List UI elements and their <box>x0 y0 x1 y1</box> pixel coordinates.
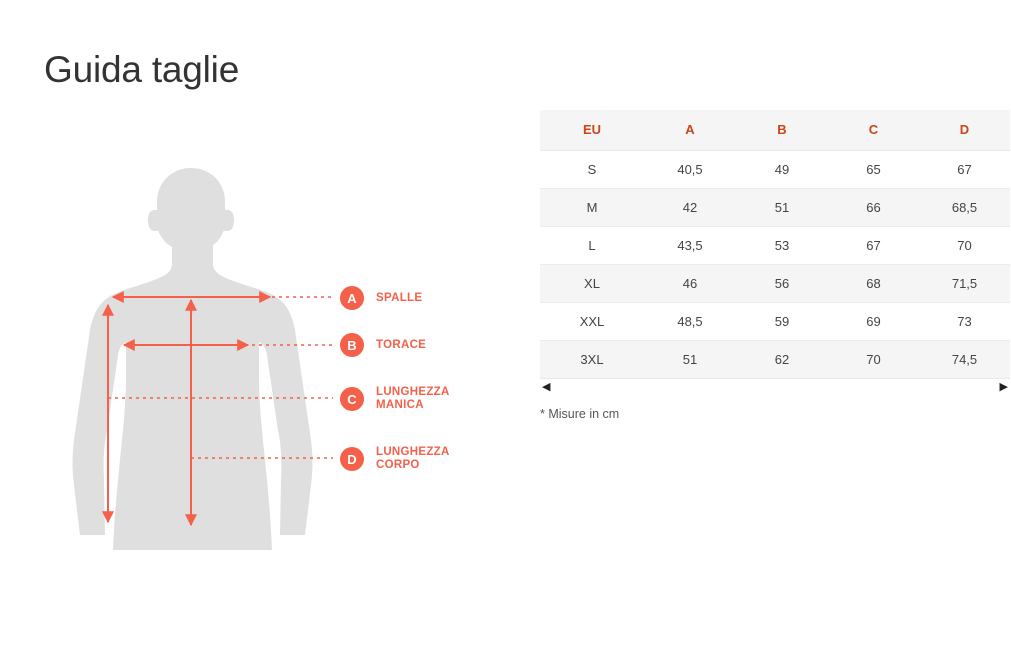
size-diagram: A SPALLE B TORACE C LUNGHEZZA MANICA D L… <box>0 140 520 570</box>
legend-item-c: C LUNGHEZZA MANICA <box>340 386 450 412</box>
cell-d: 70 <box>919 226 1010 265</box>
cell-size: XL <box>540 264 644 303</box>
legend-badge-d: D <box>340 447 364 471</box>
cell-size: L <box>540 226 644 265</box>
cell-a: 40,5 <box>644 150 736 189</box>
cell-size: S <box>540 150 644 189</box>
legend-item-d: D LUNGHEZZA CORPO <box>340 446 450 472</box>
cell-a: 48,5 <box>644 302 736 341</box>
legend-badge-b: B <box>340 333 364 357</box>
cell-size: XXL <box>540 302 644 341</box>
size-table-panel: EU A B C D S 40,5 49 65 67 M 42 51 66 68… <box>540 110 1010 398</box>
cell-c: 70 <box>828 340 919 378</box>
cell-d: 68,5 <box>919 188 1010 227</box>
ear-right-shape <box>224 210 234 231</box>
cell-d: 71,5 <box>919 264 1010 303</box>
body-silhouette-svg <box>72 168 333 550</box>
cell-c: 65 <box>828 150 919 189</box>
cell-d: 74,5 <box>919 340 1010 378</box>
cell-b: 59 <box>736 302 828 341</box>
table-row: XXL 48,5 59 69 73 <box>540 302 1010 341</box>
column-header-b: B <box>736 110 828 151</box>
legend-item-b: B TORACE <box>340 333 426 357</box>
cell-a: 46 <box>644 264 736 303</box>
cell-c: 67 <box>828 226 919 265</box>
cell-a: 51 <box>644 340 736 378</box>
table-row: S 40,5 49 65 67 <box>540 150 1010 189</box>
cell-b: 49 <box>736 150 828 189</box>
table-scroll-bar[interactable]: ◀ ▶ <box>540 378 1010 398</box>
page-title: Guida taglie <box>44 49 240 90</box>
cell-a: 43,5 <box>644 226 736 265</box>
cell-size: M <box>540 188 644 227</box>
table-row: M 42 51 66 68,5 <box>540 188 1010 227</box>
scroll-right-icon[interactable]: ▶ <box>999 381 1008 393</box>
arm-right-upper-shape <box>267 300 295 430</box>
cell-a: 42 <box>644 188 736 227</box>
cell-size: 3XL <box>540 340 644 378</box>
legend-item-a: A SPALLE <box>340 286 422 310</box>
cell-d: 67 <box>919 150 1010 189</box>
legend-label-d: LUNGHEZZA CORPO <box>376 446 450 471</box>
cell-c: 69 <box>828 302 919 341</box>
cell-c: 68 <box>828 264 919 303</box>
table-header-row: EU A B C D <box>540 110 1010 151</box>
table-row: L 43,5 53 67 70 <box>540 226 1010 265</box>
cell-c: 66 <box>828 188 919 227</box>
scroll-left-icon[interactable]: ◀ <box>542 381 551 393</box>
cell-b: 62 <box>736 340 828 378</box>
legend-label-c: LUNGHEZZA MANICA <box>376 386 450 411</box>
legend-badge-c: C <box>340 387 364 411</box>
column-header-c: C <box>828 110 919 151</box>
legend-label-b: TORACE <box>376 338 427 351</box>
legend-label-a: SPALLE <box>376 291 423 304</box>
ear-left-shape <box>148 210 158 231</box>
head-shape <box>157 168 225 252</box>
column-header-eu: EU <box>540 110 644 151</box>
cell-b: 53 <box>736 226 828 265</box>
column-header-a: A <box>644 110 736 151</box>
cell-b: 51 <box>736 188 828 227</box>
cell-b: 56 <box>736 264 828 303</box>
cell-d: 73 <box>919 302 1010 341</box>
legend-badge-a: A <box>340 286 364 310</box>
size-table: EU A B C D S 40,5 49 65 67 M 42 51 66 68… <box>540 110 1010 378</box>
table-row: XL 46 56 68 71,5 <box>540 264 1010 303</box>
column-header-d: D <box>919 110 1010 151</box>
table-row: 3XL 51 62 70 74,5 <box>540 340 1010 378</box>
table-note: * Misure in cm <box>540 407 620 421</box>
